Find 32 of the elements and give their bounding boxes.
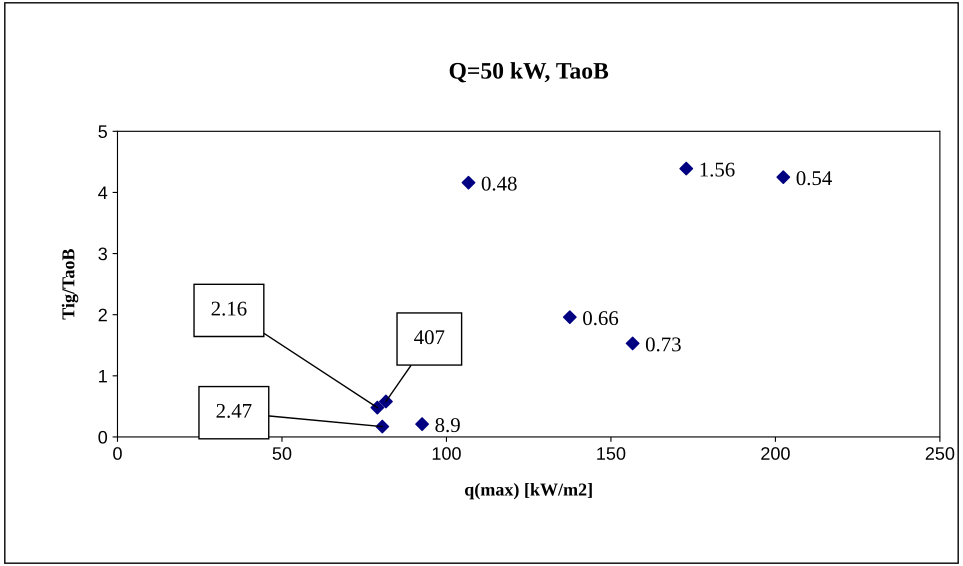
y-tick-label: 5 (98, 125, 108, 138)
y-tick-label: 0 (98, 430, 108, 444)
y-tick-label: 2 (98, 308, 107, 322)
point (776, 170, 790, 184)
annotation: 0.48 (482, 176, 517, 191)
point (415, 417, 430, 432)
x-tick-label: 100 (432, 447, 461, 460)
x-tick-label: 250 (926, 447, 954, 460)
annotation: 0.66 (583, 311, 618, 326)
point (379, 394, 393, 408)
point (626, 336, 640, 350)
y-tick-label: 4 (98, 186, 108, 199)
x-tick-label: 150 (597, 447, 626, 460)
point (462, 176, 476, 190)
x-tick-label: 0 (113, 447, 122, 460)
annotation: 407 (414, 330, 444, 344)
annotation: 2.47 (216, 404, 252, 418)
y-axis-title: Tig/TaoB (62, 248, 78, 320)
annotation: 0.73 (646, 337, 681, 352)
annotation: 0.54 (796, 171, 832, 186)
x-axis-title: q(max) [kW/m2] (464, 482, 592, 500)
chart-title: Q=50 kW, TaoB (450, 62, 608, 82)
annotation: 1.56 (700, 162, 735, 177)
point (370, 400, 384, 415)
x-tick-label: 50 (272, 447, 292, 460)
annotation: 2.16 (212, 302, 247, 316)
y-tick-label: 1 (99, 370, 107, 382)
x-tick-label: 200 (761, 447, 790, 460)
y-tick-label: 3 (98, 248, 107, 260)
point (679, 162, 694, 176)
point (562, 310, 577, 324)
annotation: 8.9 (435, 418, 460, 432)
